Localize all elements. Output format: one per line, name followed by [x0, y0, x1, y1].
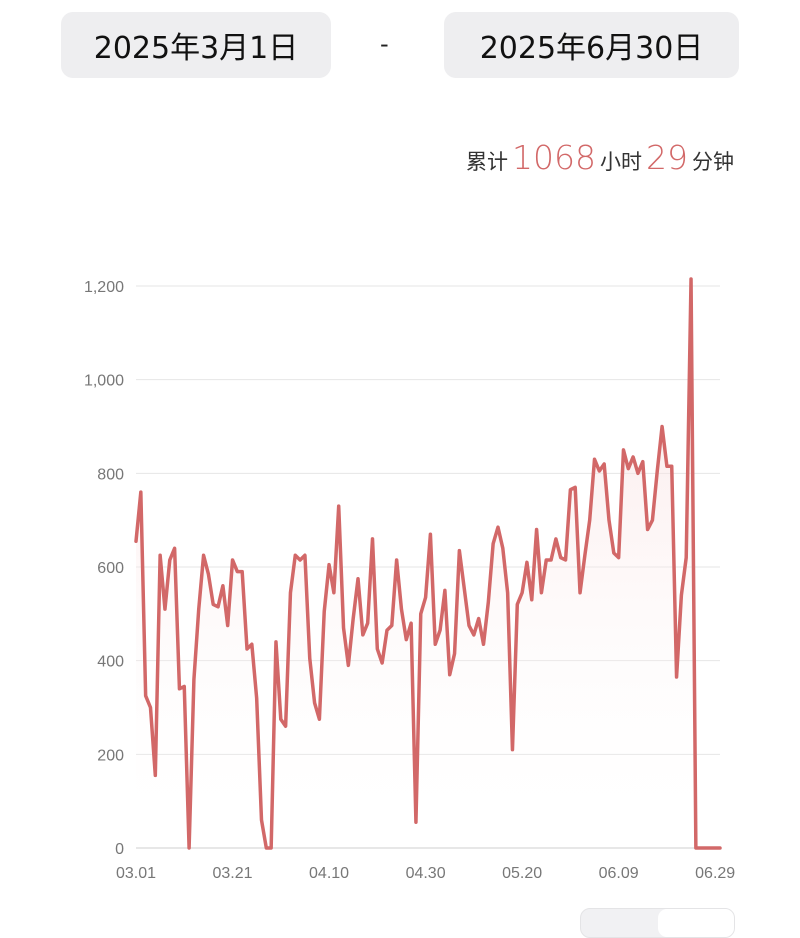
- y-tick-label: 200: [97, 747, 124, 764]
- end-date-button[interactable]: 2025年6月30日: [444, 12, 739, 78]
- y-tick-label: 400: [97, 654, 124, 671]
- x-tick-label: 03.01: [116, 865, 156, 882]
- x-tick-label: 04.10: [309, 865, 349, 882]
- minutes-unit: 分钟: [692, 150, 734, 174]
- start-date-button[interactable]: 2025年3月1日: [61, 12, 331, 78]
- hours-unit: 小时: [600, 150, 642, 174]
- total-duration: 累计 1068 小时 29 分钟: [466, 138, 734, 177]
- toggle-option-1[interactable]: [581, 909, 658, 937]
- y-tick-label: 800: [97, 466, 124, 483]
- total-prefix: 累计: [466, 150, 509, 174]
- x-tick-label: 05.20: [502, 865, 542, 882]
- start-date-label: 2025年3月1日: [93, 31, 299, 66]
- total-minutes: 29: [646, 138, 688, 177]
- y-tick-label: 1,000: [84, 373, 124, 390]
- x-tick-label: 04.30: [406, 865, 446, 882]
- usage-area-fill: [136, 278, 720, 849]
- usage-area-chart: 0 200 400 600 800 1,000 1,200 03.01 03.21 04.10 0…: [84, 277, 735, 882]
- end-date-label: 2025年6月30日: [479, 31, 704, 66]
- x-tick-label: 06.09: [599, 865, 639, 882]
- x-tick-label: 03.21: [213, 865, 253, 882]
- view-toggle[interactable]: [580, 908, 735, 938]
- y-tick-label: 600: [97, 560, 124, 577]
- toggle-option-2[interactable]: [657, 909, 734, 937]
- date-range-separator: -: [380, 30, 389, 58]
- usage-series-line: [134, 277, 722, 850]
- total-hours: 1068: [512, 138, 596, 177]
- y-tick-label: 0: [115, 841, 124, 858]
- x-tick-label: 06.29: [695, 865, 735, 882]
- y-tick-label: 1,200: [84, 279, 124, 296]
